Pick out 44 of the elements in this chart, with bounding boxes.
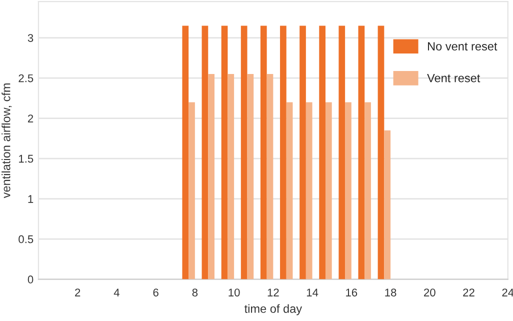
bar (384, 130, 391, 280)
bar (325, 102, 332, 280)
bar (182, 26, 189, 280)
y-tick-label: 1.5 (19, 154, 34, 163)
x-tick-label: 4 (114, 288, 120, 296)
bar (260, 26, 267, 280)
y-tick-label: 1 (28, 195, 34, 203)
bar (345, 102, 352, 280)
bar (208, 74, 214, 280)
bar (300, 26, 306, 280)
bar (319, 26, 326, 280)
x-tick-label: 22 (463, 288, 474, 296)
bar (240, 26, 248, 280)
bar (228, 74, 234, 280)
x-tick-label: 8 (192, 288, 198, 296)
bar (358, 26, 365, 280)
bar (338, 26, 346, 280)
x-tick-label: 14 (306, 288, 318, 296)
x-tick-label: 2 (75, 288, 80, 296)
bar (188, 102, 195, 280)
bar (221, 26, 228, 280)
bar (266, 74, 274, 280)
y-tick-label: 0.5 (18, 235, 34, 244)
bar (306, 102, 312, 280)
y-tick-label: 2.5 (18, 74, 34, 82)
x-tick-label: 12 (268, 288, 279, 296)
x-tick-label: 20 (424, 288, 436, 296)
legend-label: No vent reset (428, 42, 498, 50)
x-tick-label: 16 (346, 288, 358, 296)
y-axis-title: ventilation airflow, cfm (2, 83, 12, 198)
bar (202, 26, 208, 280)
x-tick-label: 18 (385, 288, 396, 296)
x-tick-label: 6 (153, 288, 158, 296)
y-tick-label: 0 (28, 276, 34, 284)
bar (364, 102, 371, 280)
legend-label: Vent reset (427, 74, 480, 82)
bar (280, 26, 286, 280)
bar (378, 26, 384, 280)
bar (286, 102, 293, 280)
x-tick-label: 10 (228, 288, 240, 296)
y-tick-label: 2 (28, 114, 34, 122)
bar (247, 74, 254, 280)
x-axis-title: time of day (244, 304, 302, 316)
y-tick-label: 3 (28, 34, 34, 42)
